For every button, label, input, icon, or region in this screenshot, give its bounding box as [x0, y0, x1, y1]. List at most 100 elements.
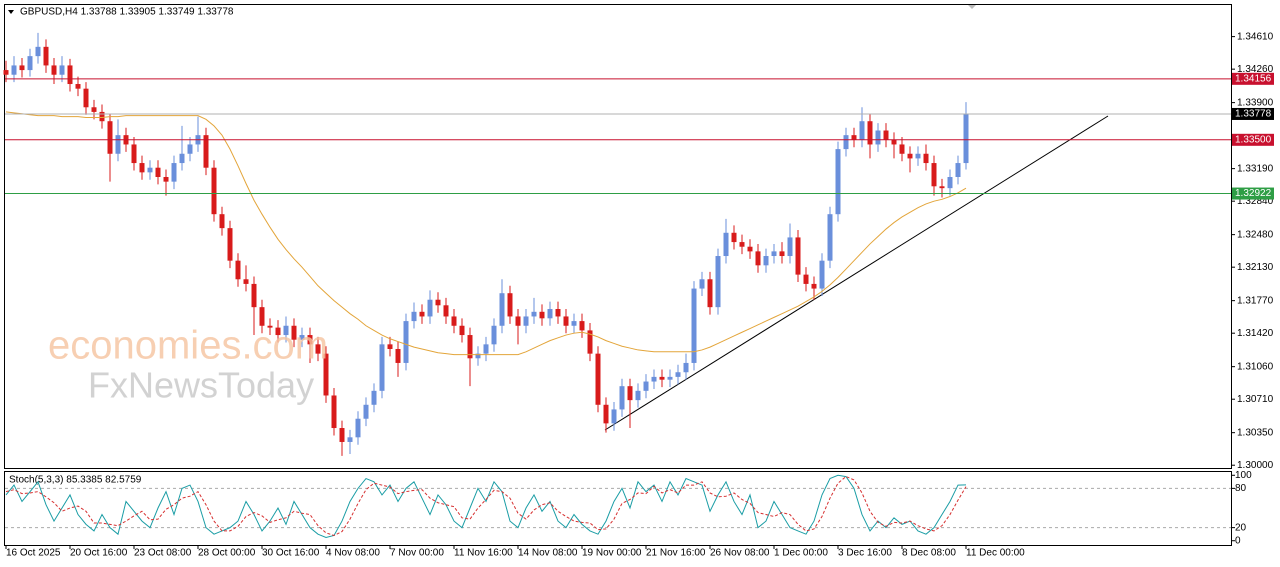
- candle-body: [579, 321, 585, 331]
- price-label-box: [1232, 133, 1274, 146]
- y-tick-label: 1.32130: [1237, 262, 1274, 273]
- candle-body: [483, 344, 489, 354]
- candle-body: [611, 409, 617, 424]
- y-tick-label: 1.31420: [1237, 328, 1274, 339]
- watermark-text: economies.com: [48, 324, 328, 368]
- candle-body: [595, 353, 601, 405]
- candle-body: [331, 395, 337, 429]
- x-tick-label: 23 Oct 08:00: [134, 548, 192, 559]
- candle-body: [619, 386, 625, 410]
- candle-body: [459, 325, 465, 336]
- y-tick-label: 0: [1235, 535, 1241, 546]
- candle-body: [499, 293, 505, 326]
- candle-body: [179, 153, 185, 164]
- candle-body: [339, 428, 345, 442]
- candle-body: [107, 121, 113, 154]
- candle-body: [531, 311, 537, 317]
- price-label: 1.32922: [1235, 188, 1272, 199]
- trend-line: [604, 115, 1109, 431]
- candle-body: [251, 283, 257, 308]
- candle-body: [563, 316, 569, 326]
- candle-body: [571, 321, 577, 326]
- candle-body: [867, 121, 873, 145]
- x-tick-label: 3 Dec 16:00: [838, 548, 892, 559]
- candle-body: [667, 376, 673, 380]
- candle-body: [675, 372, 681, 377]
- x-tick-label: 1 Dec 00:00: [774, 548, 828, 559]
- candle-body: [723, 232, 729, 257]
- candle-body: [779, 251, 785, 257]
- x-tick-label: 21 Nov 16:00: [646, 548, 706, 559]
- candle-body: [147, 167, 153, 173]
- candle-body: [131, 144, 137, 164]
- candle-body: [291, 325, 297, 340]
- candle-body: [955, 163, 961, 177]
- main-frame: [4, 4, 1232, 469]
- candle-body: [371, 390, 377, 405]
- x-tick-label: 30 Oct 16:00: [262, 548, 320, 559]
- y-tick-label: 80: [1235, 483, 1247, 494]
- candle-body: [755, 251, 761, 266]
- y-tick-label: 1.33900: [1237, 97, 1274, 108]
- y-tick-label: 1.31060: [1237, 361, 1274, 372]
- candle-body: [635, 390, 641, 401]
- moving-average: [5, 111, 967, 356]
- x-tick-label: 8 Dec 08:00: [902, 548, 956, 559]
- y-tick-label: 1.31770: [1237, 295, 1274, 306]
- candle-body: [243, 279, 249, 284]
- x-tick-label: 20 Oct 16:00: [70, 548, 128, 559]
- candle-body: [555, 309, 561, 317]
- price-label-box: [1232, 72, 1274, 85]
- candle-body: [267, 325, 273, 328]
- candle-body: [691, 288, 697, 363]
- y-tick-label: 1.34610: [1237, 31, 1274, 42]
- candle-body: [115, 135, 121, 154]
- candle-body: [707, 279, 713, 308]
- candle-body: [19, 65, 25, 71]
- candle-body: [27, 56, 33, 71]
- candle-body: [763, 256, 769, 266]
- candle-body: [139, 163, 145, 173]
- candle-body: [739, 242, 745, 247]
- candle-body: [659, 376, 665, 380]
- candle-body: [643, 381, 649, 391]
- candle-body: [899, 144, 905, 154]
- y-tick-label: 1.33190: [1237, 163, 1274, 174]
- candle-body: [307, 335, 313, 345]
- candle-body: [43, 46, 49, 66]
- x-tick-label: 19 Nov 00:00: [582, 548, 642, 559]
- candle-body: [891, 139, 897, 145]
- candle-body: [203, 135, 209, 168]
- candle-body: [827, 214, 833, 261]
- menu-triangle[interactable]: [8, 10, 14, 14]
- candle-body: [411, 311, 417, 322]
- x-tick-label: 16 Oct 2025: [6, 548, 61, 559]
- candle-body: [315, 344, 321, 354]
- candle-body: [403, 321, 409, 363]
- y-tick-label: 1.30000: [1237, 460, 1274, 471]
- candle-body: [803, 274, 809, 284]
- candle-body: [67, 65, 73, 85]
- candle-body: [379, 344, 385, 391]
- candle-body: [155, 167, 161, 177]
- y-tick-label: 1.34260: [1237, 64, 1274, 75]
- candle-body: [819, 260, 825, 289]
- candle-body: [699, 279, 705, 289]
- price-label: 1.33500: [1235, 134, 1272, 145]
- candle-body: [883, 130, 889, 140]
- candle-body: [11, 65, 17, 75]
- price-label-box: [1232, 187, 1274, 200]
- candle-body: [547, 309, 553, 319]
- candle-body: [875, 130, 881, 145]
- x-tick-label: 4 Nov 08:00: [326, 548, 380, 559]
- candle-body: [443, 305, 449, 317]
- candle-body: [539, 311, 545, 319]
- indicator-title: Stoch(5,3,3) 85.3385 82.5759: [9, 475, 142, 486]
- y-tick-label: 100: [1235, 470, 1252, 481]
- candle-body: [363, 404, 369, 419]
- price-label: 1.34156: [1235, 73, 1272, 84]
- candle-body: [419, 311, 425, 317]
- candle-body: [275, 327, 281, 336]
